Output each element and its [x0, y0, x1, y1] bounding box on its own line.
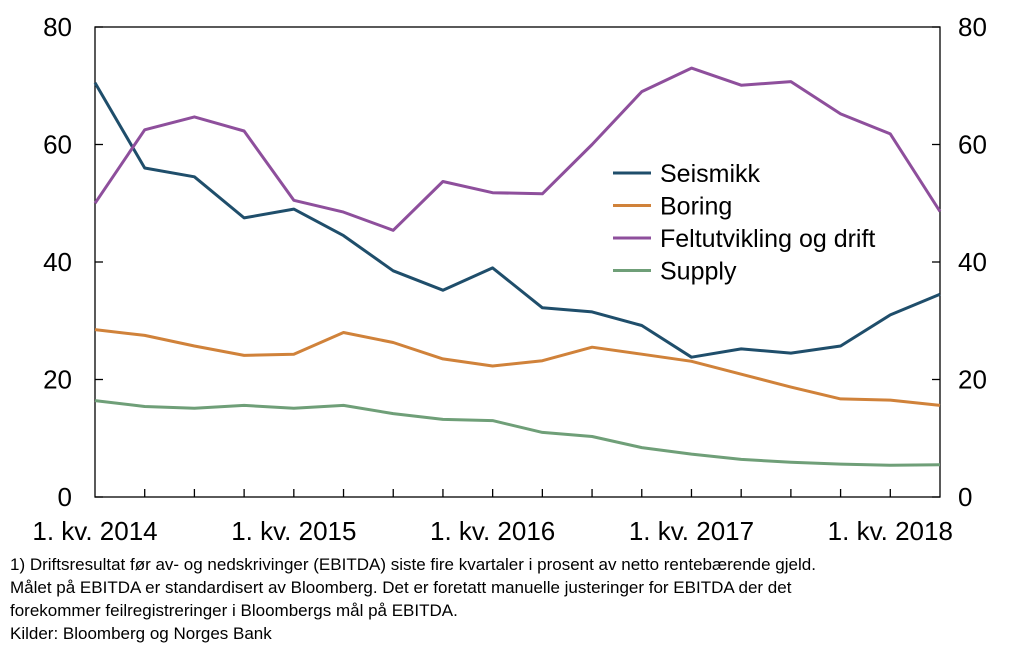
- series-line-supply: [94, 399, 941, 467]
- footnote-line-2: Målet på EBITDA er standardisert av Bloo…: [10, 578, 792, 597]
- y-tick-label-right: 0: [958, 482, 972, 512]
- y-tick-label-right: 60: [958, 130, 987, 160]
- series-line-feltutvikling-og-drift: [93, 66, 942, 232]
- source-note: Kilder: Bloomberg og Norges Bank: [10, 624, 272, 643]
- y-tick-label-left: 80: [43, 12, 72, 42]
- x-tick-label: 1. kv. 2014: [32, 516, 157, 546]
- x-tick-label: 1. kv. 2015: [231, 516, 356, 546]
- footnote-line-3: forekommer feilregistreringer i Bloomber…: [10, 601, 458, 620]
- y-tick-label-left: 40: [43, 247, 72, 277]
- legend-label: Seismikk: [660, 160, 761, 188]
- y-tick-label-right: 40: [958, 247, 987, 277]
- x-tick-label: 1. kv. 2017: [629, 516, 754, 546]
- x-tick-label: 1. kv. 2018: [828, 516, 953, 546]
- legend-label: Feltutvikling og drift: [660, 225, 875, 253]
- series-line-boring: [94, 328, 941, 407]
- y-tick-label-right: 20: [958, 365, 987, 395]
- chart-series: [93, 66, 942, 467]
- x-tick-label: 1. kv. 2016: [430, 516, 555, 546]
- footnote-line-1: 1) Driftsresultat før av- og nedskriving…: [10, 555, 816, 574]
- chart-axes: 0 20 40 60 80 0 20 40 60 80 1. kv. 2014 1. kv. 2015…: [32, 12, 987, 546]
- y-tick-label-left: 20: [43, 365, 72, 395]
- chart-notes: 1) Driftsresultat før av- og nedskriving…: [10, 553, 1020, 645]
- y-tick-label-right: 80: [958, 12, 987, 42]
- series-line-seismikk: [93, 82, 941, 359]
- legend-label: Supply: [660, 258, 737, 286]
- y-tick-label-left: 60: [43, 130, 72, 160]
- line-chart: 0 20 40 60 80 0 20 40 60 80 1. kv. 2014 1. kv. 2015…: [32, 12, 987, 546]
- legend-label: Boring: [660, 193, 732, 221]
- chart-legend: Seismikk Boring Feltutvikling og drift Supp…: [613, 160, 875, 286]
- y-tick-label-left: 0: [58, 482, 72, 512]
